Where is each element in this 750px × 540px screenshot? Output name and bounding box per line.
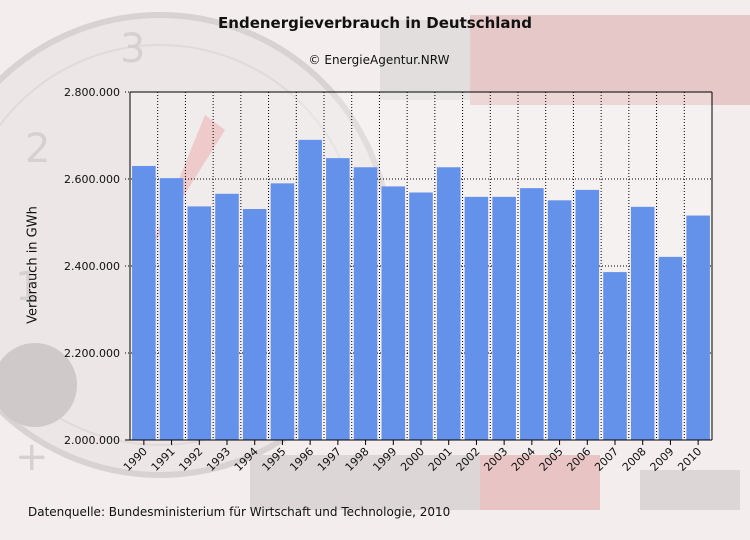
x-tick-label: 2010 bbox=[675, 445, 704, 474]
bar-1998 bbox=[353, 167, 378, 440]
x-tick-label: 1995 bbox=[260, 445, 289, 474]
x-tick-label: 1993 bbox=[204, 445, 233, 474]
x-tick-label: 2003 bbox=[481, 445, 510, 474]
x-tick-label: 2009 bbox=[648, 445, 677, 474]
y-tick-label: 2.200.000 bbox=[64, 347, 120, 360]
x-tick-label: 2005 bbox=[537, 445, 566, 474]
bar-2001 bbox=[436, 167, 461, 440]
svg-text:+: + bbox=[15, 434, 49, 480]
bar-1995 bbox=[270, 183, 295, 440]
x-tick-label: 2002 bbox=[454, 445, 483, 474]
y-tick-label: 2.400.000 bbox=[64, 260, 120, 273]
chart-title: Endenergieverbrauch in Deutschland bbox=[218, 14, 532, 32]
svg-text:3: 3 bbox=[120, 26, 145, 72]
bar-2008 bbox=[630, 206, 655, 440]
bar-1991 bbox=[159, 178, 184, 440]
x-tick-label: 2004 bbox=[509, 445, 538, 474]
svg-text:1: 1 bbox=[15, 264, 40, 310]
bar-1994 bbox=[242, 209, 267, 440]
bar-2009 bbox=[658, 256, 683, 440]
bar-2000 bbox=[409, 192, 433, 440]
x-tick-label: 1994 bbox=[232, 445, 261, 474]
x-tick-label: 1990 bbox=[121, 445, 150, 474]
x-tick-label: 1997 bbox=[315, 445, 344, 474]
bar-2010 bbox=[686, 215, 710, 440]
bar-1993 bbox=[215, 193, 239, 440]
bar-1997 bbox=[326, 158, 350, 440]
x-tick-label: 2006 bbox=[564, 445, 593, 474]
bar-2002 bbox=[464, 196, 489, 440]
bar-1992 bbox=[187, 206, 212, 440]
x-tick-label: 1992 bbox=[176, 445, 205, 474]
bar-1990 bbox=[132, 165, 156, 440]
y-tick-label: 2.000.000 bbox=[64, 434, 120, 447]
bar-2003 bbox=[492, 196, 516, 440]
x-tick-label: 1999 bbox=[370, 445, 399, 474]
y-tick-label: 2.600.000 bbox=[64, 173, 120, 186]
bar-1999 bbox=[381, 186, 406, 440]
y-tick-label: 2.800.000 bbox=[64, 86, 120, 99]
x-tick-label: 1991 bbox=[149, 445, 178, 474]
x-tick-label: 2001 bbox=[426, 445, 455, 474]
bar-1996 bbox=[298, 139, 322, 440]
x-tick-label: 1998 bbox=[343, 445, 372, 474]
bar-2007 bbox=[603, 272, 627, 440]
x-tick-label: 2007 bbox=[592, 445, 621, 474]
svg-text:2: 2 bbox=[25, 126, 50, 172]
bar-2005 bbox=[547, 200, 572, 440]
bar-2006 bbox=[575, 189, 600, 440]
x-tick-label: 2000 bbox=[398, 445, 427, 474]
x-tick-label: 2008 bbox=[620, 445, 649, 474]
bar-2004 bbox=[520, 188, 544, 440]
chart-subtitle: © EnergieAgentur.NRW bbox=[308, 53, 450, 67]
data-source-note: Datenquelle: Bundesministerium für Wirts… bbox=[28, 505, 451, 519]
x-tick-label: 1996 bbox=[287, 445, 316, 474]
